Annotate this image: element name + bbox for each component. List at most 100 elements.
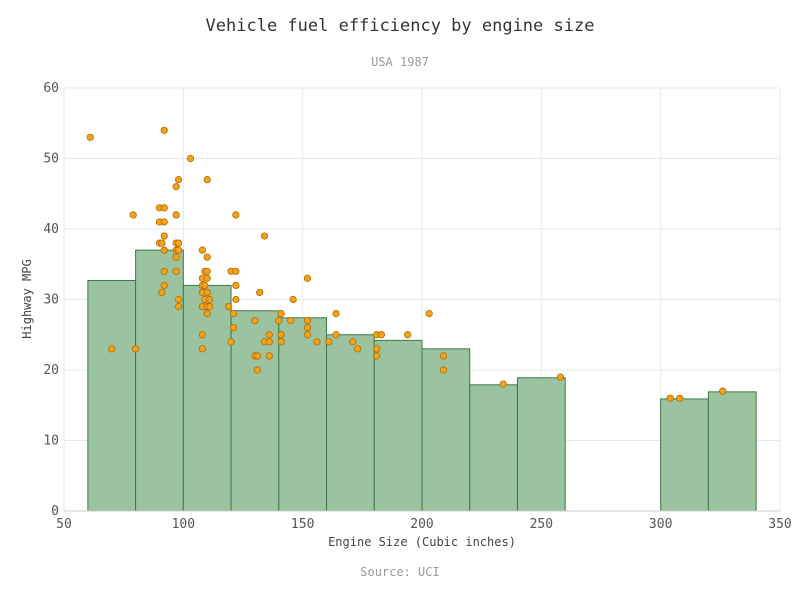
data-point (666, 394, 674, 402)
data-point (303, 331, 312, 339)
x-tick-label: 50 (56, 517, 72, 532)
x-tick-label: 350 (768, 517, 791, 532)
x-axis-ticks: 50 100 150 200 250 300 350 (56, 517, 792, 532)
data-point (198, 345, 207, 353)
data-point (265, 338, 273, 346)
data-point (205, 302, 214, 311)
data-point (229, 324, 238, 332)
data-point (313, 338, 321, 346)
data-point (260, 232, 269, 240)
data-point (205, 295, 214, 304)
y-tick-label: 20 (43, 363, 59, 378)
data-point (325, 338, 333, 346)
data-point (287, 317, 295, 325)
data-point (275, 317, 283, 325)
data-point (373, 345, 381, 353)
data-point (160, 126, 168, 134)
data-point (377, 331, 386, 339)
data-point (229, 309, 238, 318)
data-point (158, 239, 166, 247)
data-point (225, 302, 233, 311)
data-point (251, 317, 259, 325)
data-point (172, 211, 180, 219)
data-point (174, 176, 183, 184)
x-tick-label: 250 (530, 517, 553, 532)
data-point (203, 267, 211, 275)
data-point (373, 352, 381, 360)
data-point (129, 211, 137, 219)
x-tick-label: 150 (291, 517, 314, 532)
data-point (160, 267, 168, 275)
chart-source: Source: UCI (360, 565, 440, 579)
data-point (353, 345, 362, 353)
data-point (425, 309, 433, 318)
data-point (198, 331, 207, 339)
data-point (277, 309, 285, 318)
histogram-bar (326, 334, 375, 512)
x-axis-label: Engine Size (Cubic inches) (328, 535, 516, 549)
data-point (232, 211, 240, 219)
y-axis-label: Highway MPG (20, 259, 34, 338)
x-tick-label: 300 (649, 517, 672, 532)
data-point (556, 373, 565, 381)
data-point (186, 154, 195, 163)
data-point (160, 281, 168, 289)
histogram-bar (421, 348, 471, 512)
scatter-points (86, 126, 727, 402)
data-point (172, 253, 180, 261)
data-point (160, 246, 168, 254)
data-point (439, 366, 448, 374)
data-point (108, 345, 116, 353)
data-point (256, 288, 264, 297)
data-point (160, 204, 168, 212)
chart-title: Vehicle fuel efficiency by engine size (205, 16, 595, 36)
data-point (439, 352, 448, 360)
x-tick-label: 200 (410, 517, 433, 532)
data-point (253, 352, 261, 360)
data-point (227, 338, 235, 346)
y-tick-label: 40 (43, 222, 59, 237)
data-point (277, 331, 285, 339)
histogram-bar (182, 284, 232, 512)
data-point (158, 288, 166, 297)
data-point (303, 317, 312, 325)
data-point (265, 352, 273, 360)
data-point (232, 267, 240, 275)
histogram-bar (516, 377, 566, 512)
data-point (349, 338, 357, 346)
data-point (332, 309, 340, 318)
y-tick-label: 10 (43, 434, 59, 449)
y-tick-label: 0 (51, 504, 59, 519)
y-tick-label: 30 (43, 293, 59, 308)
data-point (232, 295, 240, 304)
data-point (203, 288, 211, 297)
data-point (303, 324, 312, 332)
data-point (719, 387, 727, 395)
data-point (86, 133, 94, 141)
chart-subtitle: USA 1987 (371, 55, 429, 69)
data-point (232, 281, 240, 289)
data-point (174, 246, 183, 254)
data-point (174, 302, 183, 311)
histogram-bar (707, 391, 757, 512)
histogram-bar (278, 317, 328, 512)
histogram-bar (373, 339, 423, 512)
data-point (253, 366, 261, 374)
data-point (198, 246, 207, 254)
y-axis-ticks: 0 10 20 30 40 50 60 (43, 81, 59, 519)
data-point (174, 239, 183, 247)
data-point (201, 281, 209, 289)
data-point (203, 309, 211, 318)
data-point (203, 176, 211, 184)
data-point (172, 267, 180, 275)
histogram-bar (469, 384, 518, 512)
data-point (172, 183, 180, 191)
data-point (203, 253, 211, 261)
data-point (676, 394, 684, 402)
data-point (160, 218, 168, 226)
data-point (174, 295, 183, 304)
data-point (303, 274, 312, 282)
data-point (265, 331, 273, 339)
data-point (289, 295, 297, 304)
